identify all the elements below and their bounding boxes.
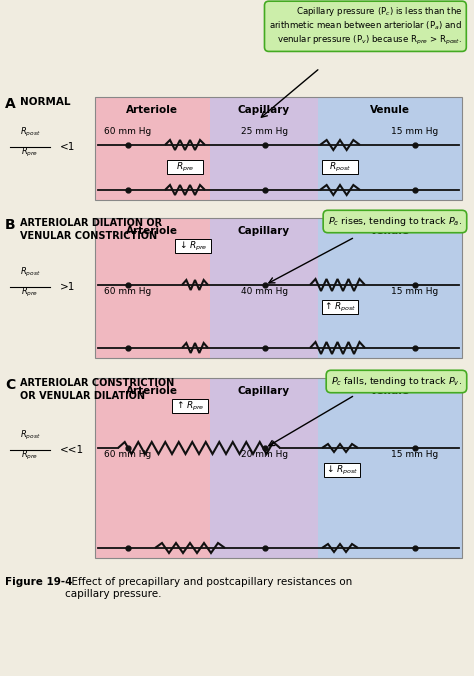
Text: 60 mm Hg: 60 mm Hg — [104, 450, 152, 459]
Text: Figure 19-4: Figure 19-4 — [5, 577, 73, 587]
Bar — [167, 160, 203, 174]
Bar — [95, 97, 462, 200]
Text: $P_c$ rises, tending to track $P_a$.: $P_c$ rises, tending to track $P_a$. — [328, 215, 462, 228]
Text: 60 mm Hg: 60 mm Hg — [104, 127, 152, 136]
Text: 15 mm Hg: 15 mm Hg — [392, 450, 438, 459]
Text: Venule: Venule — [370, 226, 410, 236]
Text: $R_{post}$: $R_{post}$ — [19, 429, 40, 442]
Text: Capillary: Capillary — [238, 386, 290, 396]
Bar — [172, 399, 208, 413]
Text: 40 mm Hg: 40 mm Hg — [241, 287, 289, 296]
Bar — [318, 378, 462, 558]
Text: $R_{pre}$: $R_{pre}$ — [176, 160, 194, 174]
Text: <<1: <<1 — [60, 445, 84, 455]
Bar — [210, 97, 318, 200]
Text: 60 mm Hg: 60 mm Hg — [104, 287, 152, 296]
Bar — [95, 97, 210, 200]
Text: B: B — [5, 218, 16, 232]
Bar — [95, 218, 462, 358]
Bar — [95, 378, 462, 558]
Text: <1: <1 — [60, 142, 75, 152]
Text: $R_{post}$: $R_{post}$ — [19, 266, 40, 279]
Text: >1: >1 — [60, 282, 75, 292]
Text: Arteriole: Arteriole — [126, 386, 178, 396]
Bar — [322, 160, 358, 174]
Bar — [324, 463, 360, 477]
Bar — [175, 239, 211, 253]
Text: A: A — [5, 97, 16, 111]
Text: ARTERIOLAR DILATION OR
VENULAR CONSTRICTION: ARTERIOLAR DILATION OR VENULAR CONSTRICT… — [20, 218, 162, 241]
Text: $\uparrow$$R_{post}$: $\uparrow$$R_{post}$ — [323, 300, 356, 314]
Bar — [95, 378, 210, 558]
Text: $R_{pre}$: $R_{pre}$ — [21, 146, 39, 159]
Bar — [210, 218, 318, 358]
Text: 20 mm Hg: 20 mm Hg — [241, 450, 289, 459]
Text: Venule: Venule — [370, 386, 410, 396]
Bar — [322, 300, 358, 314]
Bar — [210, 378, 318, 558]
Text: $R_{post}$: $R_{post}$ — [329, 160, 351, 174]
Text: C: C — [5, 378, 15, 392]
Text: 15 mm Hg: 15 mm Hg — [392, 127, 438, 136]
Text: $R_{pre}$: $R_{pre}$ — [21, 449, 39, 462]
Text: Arteriole: Arteriole — [126, 226, 178, 236]
Text: Capillary: Capillary — [238, 105, 290, 115]
Text: Arteriole: Arteriole — [126, 105, 178, 115]
Text: $\downarrow$$R_{pre}$: $\downarrow$$R_{pre}$ — [178, 239, 208, 253]
Text: Capillary pressure (P$_c$) is less than the
arithmetic mean between arteriolar (: Capillary pressure (P$_c$) is less than … — [269, 5, 462, 47]
Bar — [95, 218, 210, 358]
Bar — [318, 97, 462, 200]
Text: Capillary: Capillary — [238, 226, 290, 236]
Bar — [318, 218, 462, 358]
Text: $R_{post}$: $R_{post}$ — [19, 126, 40, 139]
Text: $R_{pre}$: $R_{pre}$ — [21, 286, 39, 299]
Text: Effect of precapillary and postcapillary resistances on
capillary pressure.: Effect of precapillary and postcapillary… — [65, 577, 352, 599]
Text: 25 mm Hg: 25 mm Hg — [241, 127, 289, 136]
Text: $P_c$ falls, tending to track $P_v$.: $P_c$ falls, tending to track $P_v$. — [331, 375, 462, 388]
Text: Venule: Venule — [370, 105, 410, 115]
Text: NORMAL: NORMAL — [20, 97, 71, 107]
Text: 15 mm Hg: 15 mm Hg — [392, 287, 438, 296]
Text: $\uparrow$$R_{pre}$: $\uparrow$$R_{pre}$ — [175, 400, 205, 412]
Text: ARTERIOLAR CONSTRICTION
OR VENULAR DILATION: ARTERIOLAR CONSTRICTION OR VENULAR DILAT… — [20, 378, 174, 401]
Text: $\downarrow$$R_{post}$: $\downarrow$$R_{post}$ — [326, 464, 358, 477]
